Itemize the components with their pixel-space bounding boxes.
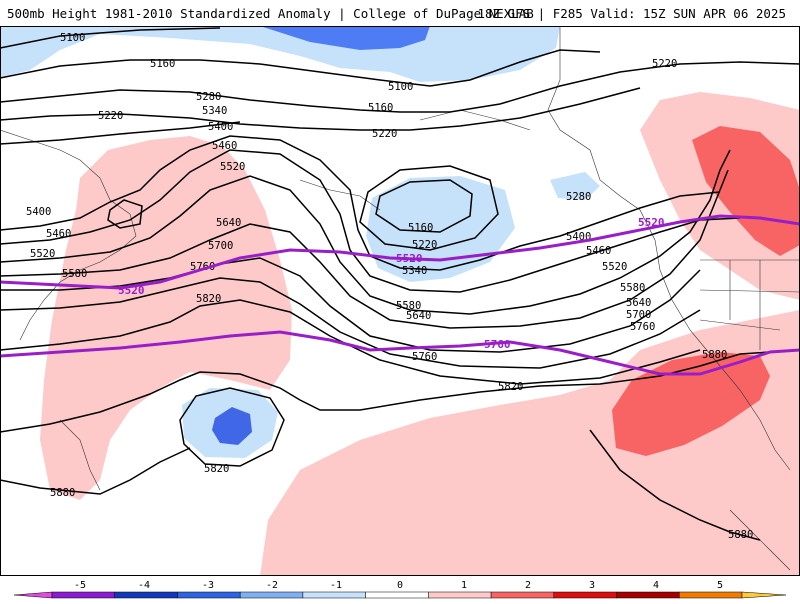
climo-line-5760 xyxy=(0,330,800,376)
contour-label: 5640 xyxy=(406,310,431,322)
colorbar-segment xyxy=(13,591,53,599)
contour-label: 5820 xyxy=(196,293,221,305)
contour-label: 5460 xyxy=(586,245,611,257)
colorbar-segment xyxy=(114,591,178,599)
anomaly-positive-west xyxy=(40,136,292,500)
colorbar-tick-label: 2 xyxy=(525,580,531,591)
anomaly-negative-small xyxy=(550,172,600,200)
contour-label: 5400 xyxy=(26,206,51,218)
contour-label: 5460 xyxy=(212,140,237,152)
colorbar-segment xyxy=(741,591,787,599)
climo-label: 5760 xyxy=(484,338,511,351)
climo-label: 5520 xyxy=(638,216,665,229)
colorbar-segment xyxy=(51,591,115,599)
contour-label: 5340 xyxy=(402,265,427,277)
climo-label: 5520 xyxy=(118,284,145,297)
colorbar-tick-label: 5 xyxy=(717,580,723,591)
contour-label: 5280 xyxy=(196,91,221,103)
contour-label: 5280 xyxy=(566,191,591,203)
contour-label: 5100 xyxy=(60,32,85,44)
map-title: 500mb Height 1981-2010 Standardized Anom… xyxy=(7,6,534,21)
contour-label: 5460 xyxy=(46,228,71,240)
contour-label: 5100 xyxy=(388,81,413,93)
contour-label: 5220 xyxy=(412,239,437,251)
contour-label: 5700 xyxy=(626,309,651,321)
contour-labels: 5100 5100 5160 5160 5160 5220 5220 5220 … xyxy=(26,32,753,541)
anomaly-shading xyxy=(0,26,800,576)
colorbar-segment xyxy=(616,591,680,599)
contour-label: 5220 xyxy=(652,58,677,70)
colorbar-tick-label: -5 xyxy=(74,580,86,591)
contour-label: 5520 xyxy=(602,261,627,273)
contour-label: 5820 xyxy=(498,381,523,393)
map-header: 500mb Height 1981-2010 Standardized Anom… xyxy=(0,0,800,26)
contour-label: 5160 xyxy=(408,222,433,234)
contour-label: 5520 xyxy=(30,248,55,260)
anomaly-negative-top-core xyxy=(260,26,430,50)
colorbar-tick-label: -3 xyxy=(202,580,214,591)
weather-map: 5100 5100 5160 5160 5160 5220 5220 5220 … xyxy=(0,26,800,576)
contour-label: 5640 xyxy=(626,297,651,309)
colorbar-segment xyxy=(553,591,617,599)
anomaly-negative-cutoff-core xyxy=(212,407,252,445)
contour-label: 5820 xyxy=(204,463,229,475)
contour-label: 5400 xyxy=(208,121,233,133)
anomaly-positive-east-core xyxy=(692,126,800,256)
colorbar-tick-label: 1 xyxy=(461,580,467,591)
contour-label: 5880 xyxy=(50,487,75,499)
contour-label: 5880 xyxy=(702,349,727,361)
colorbar-segment xyxy=(490,591,555,599)
contour-label: 5220 xyxy=(98,110,123,122)
model-valid-time: 18Z GFS | F285 Valid: 15Z SUN APR 06 202… xyxy=(477,6,786,21)
climatology-lines: 5520 5520 5520 5760 xyxy=(0,214,800,376)
colorbar-tick-label: -4 xyxy=(138,580,150,591)
contour-label: 5580 xyxy=(62,268,87,280)
colorbar-segments xyxy=(13,591,787,599)
contour-label: 5160 xyxy=(368,102,393,114)
height-contours xyxy=(0,27,800,541)
contour-label: 5760 xyxy=(630,321,655,333)
colorbar-tick-label: 4 xyxy=(653,580,659,591)
climo-line-5520 xyxy=(0,214,800,290)
contour-label: 5700 xyxy=(208,240,233,252)
colorbar-tick-label: -2 xyxy=(266,580,278,591)
anomaly-positive-southwest-core xyxy=(612,352,770,456)
colorbar-svg: -5 -4 -3 -2 -1 0 1 2 3 4 5 xyxy=(13,580,787,599)
contour-label: 5520 xyxy=(220,161,245,173)
contour-label: 5880 xyxy=(728,529,753,541)
contour-label: 5640 xyxy=(216,217,241,229)
colorbar-segment xyxy=(302,591,366,599)
coastlines xyxy=(0,26,800,571)
colorbar-tick-label: -1 xyxy=(330,580,342,591)
colorbar-segment xyxy=(239,591,304,599)
contour-label: 5220 xyxy=(372,128,397,140)
colorbar-segment xyxy=(428,591,492,599)
colorbar-segment xyxy=(177,591,241,599)
colorbar-tick-label: 3 xyxy=(589,580,595,591)
colorbar-segment xyxy=(365,591,429,599)
contour-label: 5580 xyxy=(396,300,421,312)
colorbar-segment xyxy=(679,591,743,599)
contour-label: 5580 xyxy=(620,282,645,294)
contour-label: 5760 xyxy=(412,351,437,363)
climo-label: 5520 xyxy=(396,252,423,265)
contour-label: 5160 xyxy=(150,58,175,70)
colorbar-ticks: -5 -4 -3 -2 -1 0 1 2 3 4 5 xyxy=(74,580,723,591)
contour-label: 5340 xyxy=(202,105,227,117)
colorbar: -5 -4 -3 -2 -1 0 1 2 3 4 5 xyxy=(0,576,800,600)
colorbar-tick-label: 0 xyxy=(397,580,403,591)
